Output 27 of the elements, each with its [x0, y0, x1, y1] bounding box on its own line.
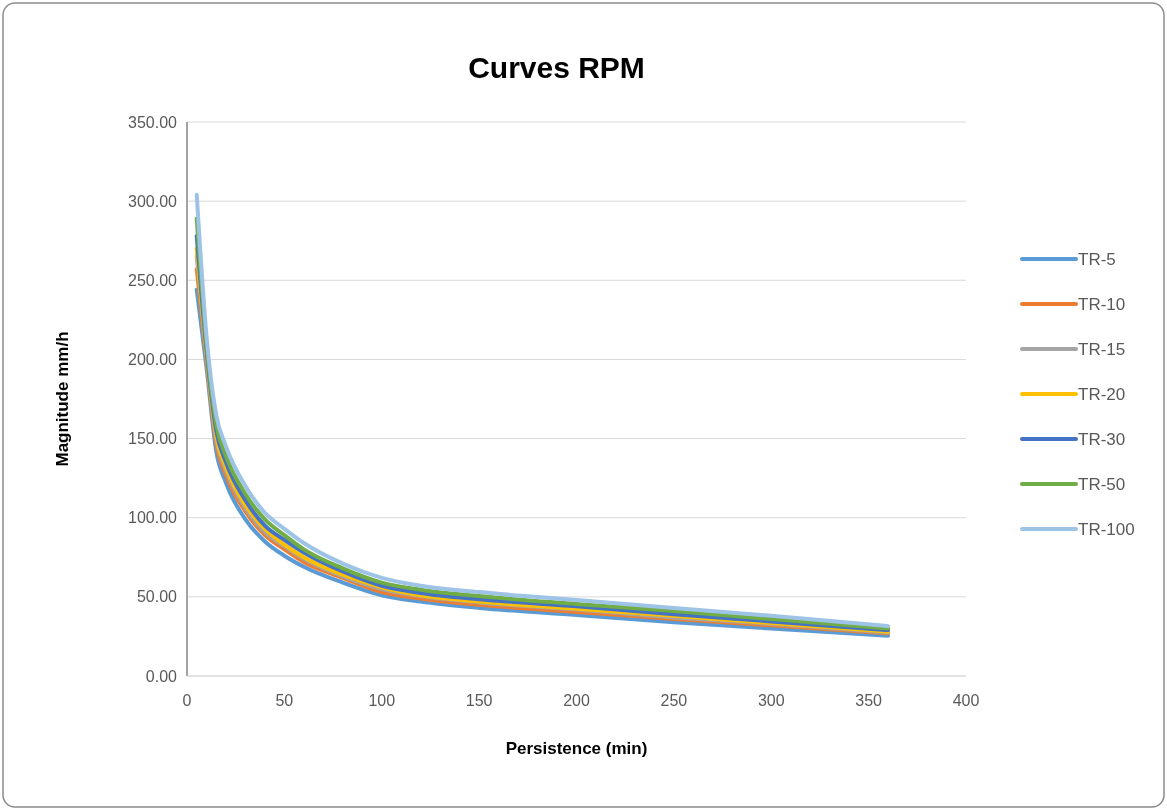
legend-label: TR-10: [1078, 294, 1126, 314]
x-tick-label: 0: [182, 692, 192, 709]
x-tick-label: 200: [563, 692, 590, 709]
y-tick-label: 300.00: [128, 192, 178, 210]
legend-label: TR-15: [1078, 339, 1126, 359]
y-tick-label: 200.00: [128, 351, 178, 369]
x-tick-label: 350: [855, 692, 883, 709]
x-tick-label: 250: [660, 692, 688, 709]
legend-label: TR-30: [1078, 429, 1126, 449]
x-tick-label: 100: [368, 692, 396, 709]
x-tick-label: 400: [952, 692, 980, 709]
y-tick-label: 0.00: [145, 667, 178, 685]
y-tick-label: 150.00: [128, 430, 178, 448]
chart-title: Curves RPM: [468, 51, 645, 84]
x-tick-label: 50: [275, 692, 294, 709]
y-axis-title: Magnitude mm/h: [53, 331, 72, 467]
x-tick-label: 300: [757, 692, 785, 709]
legend-label: TR-20: [1078, 384, 1126, 404]
legend-label: TR-50: [1078, 474, 1126, 494]
y-tick-label: 350.00: [128, 113, 178, 131]
legend-label: TR-5: [1078, 249, 1116, 269]
x-tick-label: 150: [465, 692, 493, 709]
y-tick-label: 250.00: [128, 271, 178, 289]
y-tick-label: 50.00: [136, 588, 178, 606]
x-axis-title: Persistence (min): [505, 739, 648, 758]
y-tick-label: 100.00: [128, 509, 178, 527]
legend-label: TR-100: [1078, 519, 1135, 539]
